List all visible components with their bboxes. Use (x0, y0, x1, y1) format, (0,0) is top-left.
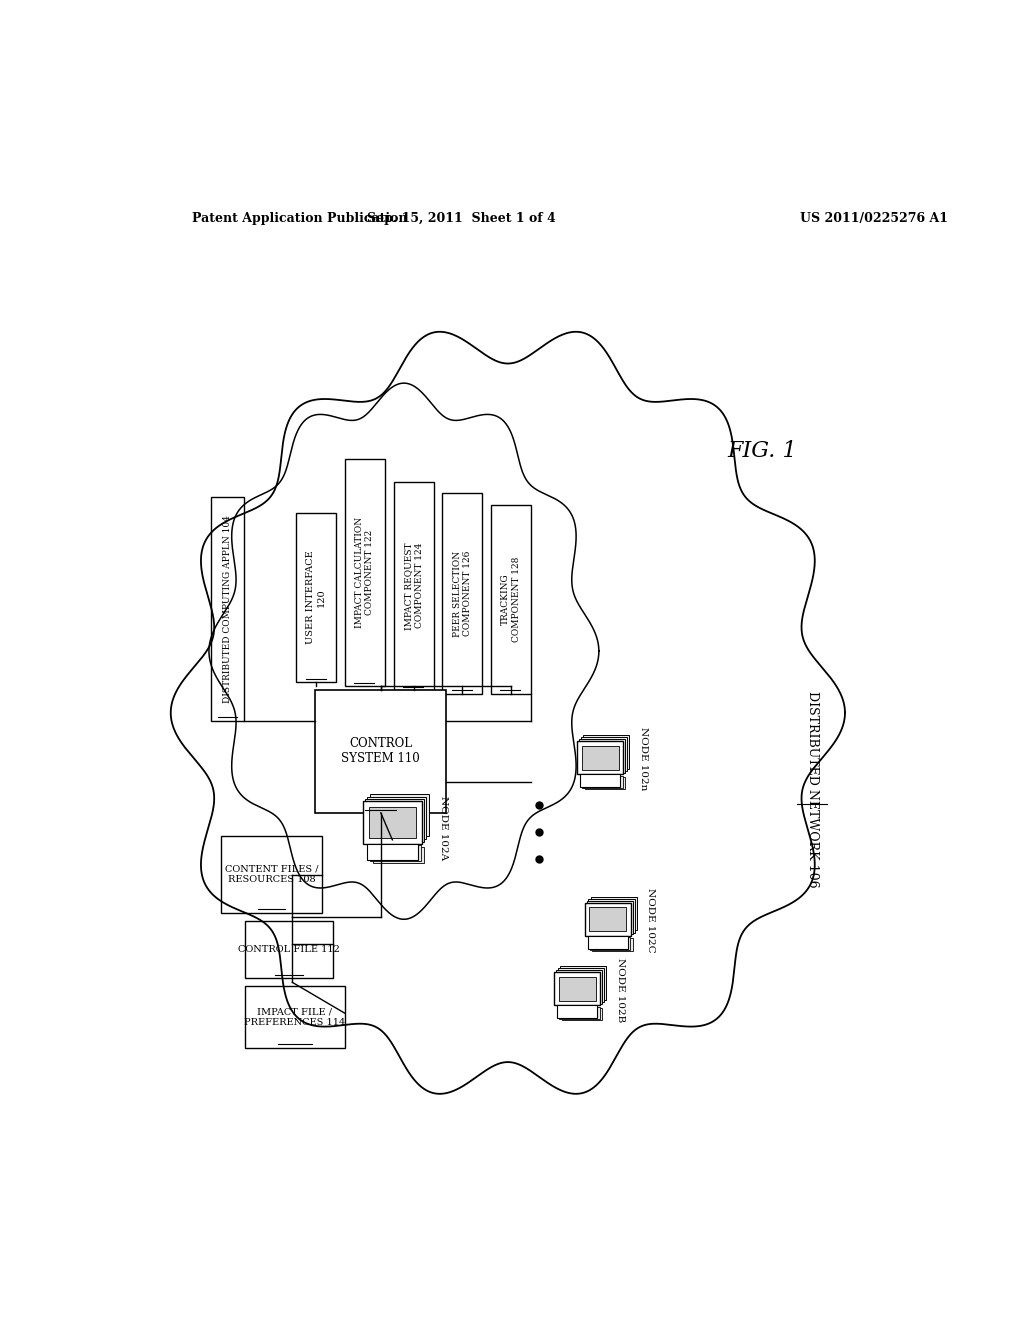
Text: DISTRIBUTED COMPUTING APPLN 104: DISTRIBUTED COMPUTING APPLN 104 (223, 515, 232, 702)
FancyBboxPatch shape (583, 776, 623, 788)
Bar (394, 482, 434, 689)
FancyBboxPatch shape (583, 735, 629, 768)
FancyBboxPatch shape (557, 1006, 597, 1018)
Bar (442, 494, 482, 693)
Text: DISTRIBUTED NETWORK 106: DISTRIBUTED NETWORK 106 (806, 692, 818, 888)
FancyBboxPatch shape (561, 1007, 602, 1020)
FancyBboxPatch shape (589, 899, 635, 933)
FancyBboxPatch shape (370, 845, 421, 861)
FancyBboxPatch shape (581, 738, 627, 771)
FancyBboxPatch shape (373, 846, 424, 863)
FancyBboxPatch shape (587, 900, 633, 935)
FancyBboxPatch shape (579, 739, 625, 772)
Bar (211, 498, 244, 721)
FancyBboxPatch shape (578, 741, 624, 775)
Text: CONTENT FILES /
RESOURCES 108: CONTENT FILES / RESOURCES 108 (224, 865, 318, 884)
FancyBboxPatch shape (560, 966, 606, 999)
FancyBboxPatch shape (556, 970, 602, 1003)
Text: IMPACT CALCULATION
COMPONENT 122: IMPACT CALCULATION COMPONENT 122 (355, 517, 375, 628)
FancyBboxPatch shape (592, 939, 633, 952)
FancyBboxPatch shape (585, 903, 631, 936)
FancyBboxPatch shape (580, 775, 621, 787)
Text: NODE 102B: NODE 102B (615, 958, 625, 1022)
Text: IMPACT REQUEST
COMPONENT 124: IMPACT REQUEST COMPONENT 124 (404, 543, 424, 630)
FancyBboxPatch shape (591, 896, 637, 931)
Text: PEER SELECTION
COMPONENT 126: PEER SELECTION COMPONENT 126 (453, 550, 472, 636)
Text: FIG. 1: FIG. 1 (727, 440, 797, 462)
FancyBboxPatch shape (371, 793, 429, 837)
Bar (245, 986, 345, 1048)
Text: IMPACT FILE /
PREFERENCES 114: IMPACT FILE / PREFERENCES 114 (244, 1007, 345, 1027)
FancyBboxPatch shape (590, 907, 627, 932)
Bar (245, 921, 333, 978)
Text: NODE 102C: NODE 102C (646, 888, 655, 953)
FancyBboxPatch shape (364, 801, 422, 843)
Bar (315, 689, 446, 813)
Bar (490, 506, 531, 693)
Bar (296, 512, 336, 682)
Bar (345, 459, 385, 686)
FancyBboxPatch shape (369, 807, 416, 838)
FancyBboxPatch shape (554, 972, 600, 1006)
Text: Sep. 15, 2011  Sheet 1 of 4: Sep. 15, 2011 Sheet 1 of 4 (368, 213, 556, 224)
Text: NODE 102n: NODE 102n (639, 727, 648, 791)
Text: CONTROL FILE 112: CONTROL FILE 112 (238, 945, 340, 954)
FancyBboxPatch shape (559, 977, 596, 1001)
FancyBboxPatch shape (368, 797, 426, 840)
Text: TRACKING
COMPONENT 128: TRACKING COMPONENT 128 (501, 556, 520, 642)
FancyBboxPatch shape (588, 936, 628, 949)
FancyBboxPatch shape (582, 746, 618, 770)
Text: NODE 102A: NODE 102A (438, 796, 447, 861)
FancyBboxPatch shape (366, 799, 424, 842)
Text: US 2011/0225276 A1: US 2011/0225276 A1 (801, 213, 948, 224)
FancyBboxPatch shape (367, 843, 418, 859)
Bar (221, 836, 322, 913)
Text: USER INTERFACE
120: USER INTERFACE 120 (306, 550, 326, 644)
Text: Patent Application Publication: Patent Application Publication (193, 213, 408, 224)
FancyBboxPatch shape (585, 776, 625, 789)
FancyBboxPatch shape (559, 1007, 600, 1019)
FancyBboxPatch shape (590, 937, 631, 950)
Text: CONTROL
SYSTEM 110: CONTROL SYSTEM 110 (341, 738, 420, 766)
FancyBboxPatch shape (557, 969, 604, 1002)
